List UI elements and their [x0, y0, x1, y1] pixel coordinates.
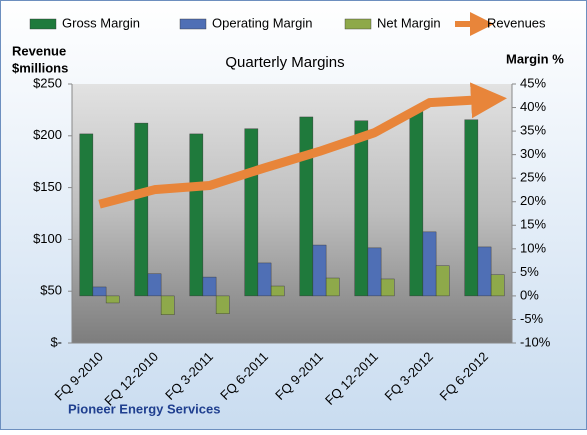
bar — [422, 231, 437, 297]
legend-swatch — [344, 18, 372, 30]
y2-tick-label: 0% — [520, 287, 539, 302]
y-axis-label: Revenue — [12, 43, 66, 58]
bar — [202, 276, 217, 297]
y2-tick-label: 35% — [520, 123, 546, 138]
y2-tick-label: -10% — [520, 334, 551, 349]
bar — [409, 109, 424, 297]
bar — [257, 262, 272, 297]
bar — [160, 295, 175, 315]
y-tick-label: $50 — [40, 283, 62, 298]
bar — [312, 244, 327, 297]
bar — [380, 278, 395, 297]
legend-swatch — [29, 18, 57, 30]
bar — [325, 277, 340, 297]
y2-tick-label: 45% — [520, 75, 546, 90]
bar — [79, 133, 94, 297]
bar — [215, 295, 230, 315]
bar — [105, 295, 120, 304]
bar — [367, 247, 382, 297]
y-tick-label: $150 — [33, 179, 62, 194]
y2-tick-label: 20% — [520, 193, 546, 208]
bar — [354, 120, 369, 297]
bar — [464, 119, 479, 297]
bar — [189, 133, 204, 297]
legend-label: Net Margin — [377, 15, 441, 30]
y-tick-label: $100 — [33, 231, 62, 246]
bar — [244, 128, 259, 297]
y2-axis-label: Margin % — [506, 51, 564, 66]
y2-tick-label: 30% — [520, 146, 546, 161]
y2-tick-label: 40% — [520, 99, 546, 114]
y2-tick-label: 25% — [520, 170, 546, 185]
y2-tick-label: 5% — [520, 264, 539, 279]
y2-tick-label: 10% — [520, 240, 546, 255]
bar — [134, 122, 149, 297]
bar — [435, 265, 450, 297]
y-tick-label: $250 — [33, 75, 62, 90]
y-axis-label: $millions — [12, 60, 68, 75]
y2-tick-label: -5% — [520, 311, 544, 326]
y-tick-label: $- — [50, 334, 62, 349]
legend-label: Gross Margin — [62, 15, 140, 30]
chart-title: Quarterly Margins — [225, 54, 344, 71]
source: Pioneer Energy Services — [68, 401, 220, 416]
bar — [299, 116, 314, 297]
legend-swatch — [179, 18, 207, 30]
legend-label: Operating Margin — [212, 15, 312, 30]
bar — [270, 285, 285, 297]
legend-label: Revenues — [487, 15, 546, 30]
bar — [477, 246, 492, 297]
y2-tick-label: 15% — [520, 217, 546, 232]
y-tick-label: $200 — [33, 127, 62, 142]
bar — [147, 273, 162, 297]
bar — [92, 286, 107, 297]
revenue-line — [98, 82, 507, 209]
bar — [490, 274, 505, 297]
